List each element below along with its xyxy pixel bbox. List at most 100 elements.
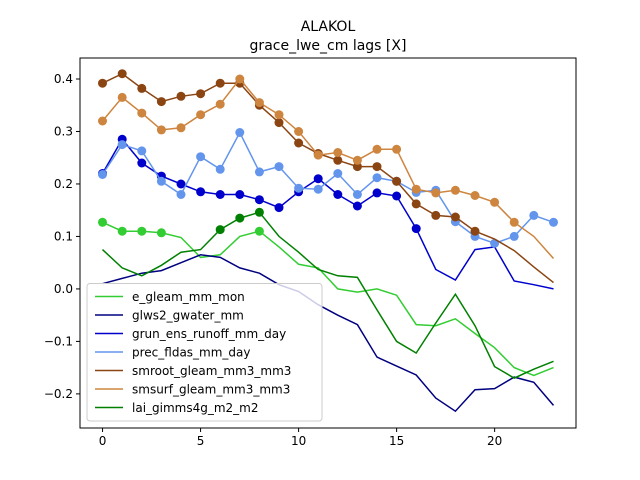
data-point xyxy=(98,170,107,179)
data-point xyxy=(431,188,441,198)
data-point xyxy=(411,184,421,194)
legend-label: smsurf_gleam_mm3_mm3 xyxy=(132,383,290,397)
data-point xyxy=(352,162,362,172)
data-point xyxy=(313,174,323,184)
data-point xyxy=(196,187,206,197)
y-tick-label: 0.4 xyxy=(54,72,73,86)
data-point xyxy=(509,231,519,241)
data-point xyxy=(294,183,304,193)
data-point xyxy=(98,217,107,227)
data-point xyxy=(352,155,362,165)
data-point xyxy=(411,199,421,209)
data-point xyxy=(372,144,382,154)
legend-item-e_gleam_mm_mon: e_gleam_mm_mon xyxy=(95,290,245,304)
data-point xyxy=(333,169,343,178)
data-point xyxy=(372,188,382,198)
data-point xyxy=(392,191,402,201)
x-tick-label: 10 xyxy=(291,434,306,448)
x-tick-label: 0 xyxy=(99,434,107,448)
legend-label: smroot_gleam_mm3_mm3 xyxy=(132,364,291,378)
data-point xyxy=(215,99,225,109)
x-tick-label: 15 xyxy=(389,434,404,448)
y-tick-label: 0.3 xyxy=(54,124,73,138)
chart-title: ALAKOL xyxy=(301,19,356,35)
legend-label: lai_gimms4g_m2_m2 xyxy=(132,401,259,415)
data-point xyxy=(333,190,343,199)
data-point xyxy=(98,78,107,88)
plot-border xyxy=(79,57,577,429)
data-point xyxy=(215,190,225,199)
data-point xyxy=(137,158,147,168)
data-point xyxy=(117,140,127,150)
data-point xyxy=(392,176,402,186)
data-point xyxy=(137,146,147,156)
data-point xyxy=(450,185,460,195)
data-point xyxy=(274,203,284,213)
data-point xyxy=(352,190,362,199)
data-point xyxy=(313,184,323,194)
data-point xyxy=(411,224,421,234)
data-point xyxy=(98,116,107,126)
legend-label: grun_ens_runoff_mm_day xyxy=(132,327,286,341)
data-point xyxy=(333,155,343,165)
data-point xyxy=(529,210,539,220)
y-tick-label: −0.1 xyxy=(44,334,73,348)
data-point xyxy=(117,69,127,79)
data-point xyxy=(215,164,225,174)
data-point xyxy=(156,97,166,107)
data-point xyxy=(117,92,127,102)
data-point xyxy=(235,213,245,223)
legend-item-prec_fldas_mm_day: prec_fldas_mm_day xyxy=(95,346,251,360)
series-glws2_gwater_mm xyxy=(102,254,555,413)
legend-label: e_gleam_mm_mon xyxy=(132,290,245,304)
data-point xyxy=(156,176,166,186)
series-layer xyxy=(98,69,558,413)
data-point xyxy=(274,110,284,120)
legend-item-glws2_gwater_mm: glws2_gwater_mm xyxy=(95,309,244,323)
series-line-lai_gimms4g_m2_m2 xyxy=(101,211,554,379)
y-tick-label: 0.0 xyxy=(54,282,73,296)
data-point xyxy=(274,118,284,128)
data-point xyxy=(196,110,206,120)
data-point xyxy=(509,217,519,227)
data-point xyxy=(235,74,245,84)
data-point xyxy=(215,78,225,88)
series-line-glws2_gwater_mm xyxy=(102,254,555,413)
data-point xyxy=(254,226,264,236)
legend-item-grun_ens_runoff_mm_day: grun_ens_runoff_mm_day xyxy=(95,327,286,341)
y-tick-label: 0.2 xyxy=(54,177,73,191)
data-point xyxy=(176,190,186,199)
data-point xyxy=(470,191,480,200)
legend-label: prec_fldas_mm_day xyxy=(132,346,251,360)
x-tick-label: 20 xyxy=(487,434,502,448)
data-point xyxy=(450,212,460,222)
data-point xyxy=(313,150,323,160)
legend-label: glws2_gwater_mm xyxy=(132,309,244,323)
series-line-e_gleam_mm_mon xyxy=(102,221,554,377)
data-point xyxy=(470,226,480,236)
data-point xyxy=(156,125,166,135)
data-point xyxy=(137,226,147,236)
y-tick-label: −0.2 xyxy=(44,387,73,401)
x-tick-label: 5 xyxy=(197,434,205,448)
data-point xyxy=(294,138,304,148)
data-point xyxy=(156,228,166,238)
data-point xyxy=(254,195,264,205)
data-point xyxy=(372,162,382,172)
data-point xyxy=(196,89,206,99)
axes-layer: 0 5 10 15 20 −0.2 −0.1 0.0 0.1 0.2 0.3 0.4 xyxy=(44,72,502,448)
y-tick-label: 0.1 xyxy=(54,229,73,243)
data-point xyxy=(294,127,304,136)
data-point xyxy=(215,225,225,235)
legend-item-lai_gimms4g_m2_m2: lai_gimms4g_m2_m2 xyxy=(95,401,259,415)
data-point xyxy=(274,162,284,172)
legend-box xyxy=(86,283,323,422)
data-point xyxy=(352,201,362,211)
series-smsurf_gleam_mm3_mm3 xyxy=(98,74,555,259)
data-point xyxy=(254,98,264,108)
data-point xyxy=(333,148,343,157)
data-point xyxy=(254,207,264,217)
chart-subtitle: grace_lwe_cm lags [X] xyxy=(250,38,407,54)
data-point xyxy=(235,190,245,199)
